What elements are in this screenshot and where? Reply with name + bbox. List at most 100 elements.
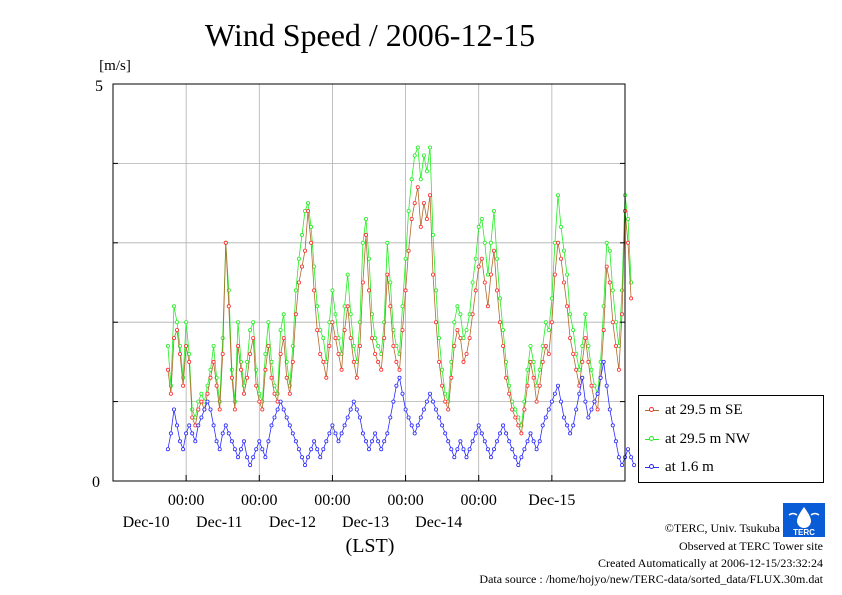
data-point — [376, 439, 381, 444]
data-point — [171, 336, 176, 341]
data-point — [351, 343, 356, 348]
x-tick-date: Dec-11 — [196, 514, 243, 531]
data-point — [430, 399, 435, 404]
x-tick-time: 00:00 — [387, 492, 423, 509]
data-point — [229, 375, 234, 380]
data-point — [251, 320, 256, 325]
data-point — [241, 439, 246, 444]
data-point — [583, 312, 588, 317]
data-point — [339, 367, 344, 372]
data-point — [205, 391, 210, 396]
data-point — [577, 391, 582, 396]
data-point — [440, 367, 445, 372]
data-point — [427, 145, 432, 150]
data-point — [412, 153, 417, 158]
data-point — [205, 399, 210, 404]
data-point — [360, 280, 365, 285]
legend-swatch-nw — [645, 434, 659, 444]
data-point — [421, 407, 426, 412]
data-point — [452, 343, 457, 348]
data-point — [415, 185, 420, 190]
data-point — [467, 336, 472, 341]
data-point — [248, 463, 253, 468]
data-point — [312, 288, 317, 293]
data-point — [211, 343, 216, 348]
data-point — [455, 447, 460, 452]
data-point — [190, 415, 195, 420]
data-point — [565, 304, 570, 309]
data-point — [613, 439, 618, 444]
data-point — [354, 375, 359, 380]
data-point — [281, 312, 286, 317]
data-point — [208, 375, 213, 380]
data-point — [562, 280, 567, 285]
data-point — [598, 375, 603, 380]
data-point — [412, 431, 417, 436]
grid-lines — [113, 84, 625, 481]
data-point — [497, 431, 502, 436]
data-point — [214, 383, 219, 388]
data-point — [464, 351, 469, 356]
data-point — [516, 463, 521, 468]
data-point — [379, 367, 384, 372]
data-point — [312, 439, 317, 444]
data-point — [366, 447, 371, 452]
data-point — [446, 439, 451, 444]
data-point — [491, 208, 496, 213]
data-point — [574, 367, 579, 372]
x-tick-date: Dec-14 — [415, 514, 462, 531]
data-point — [174, 320, 179, 325]
data-point — [269, 375, 274, 380]
data-point — [568, 336, 573, 341]
data-point — [510, 407, 515, 412]
data-point — [546, 407, 551, 412]
data-point — [293, 439, 298, 444]
data-point — [165, 367, 170, 372]
data-point — [501, 423, 506, 428]
data-point — [525, 383, 530, 388]
data-point — [382, 336, 387, 341]
data-point — [479, 256, 484, 261]
x-tick-time: Dec-15 — [528, 492, 575, 509]
data-point — [458, 439, 463, 444]
data-point — [528, 359, 533, 364]
data-point — [464, 328, 469, 333]
legend-swatch-se — [645, 405, 659, 415]
data-point — [403, 256, 408, 261]
data-point — [430, 272, 435, 277]
data-point — [568, 431, 573, 436]
data-point — [238, 367, 243, 372]
data-point — [330, 320, 335, 325]
data-point — [607, 248, 612, 253]
data-point — [199, 399, 204, 404]
data-point — [391, 399, 396, 404]
data-point — [586, 343, 591, 348]
data-point — [455, 304, 460, 309]
data-point — [595, 391, 600, 396]
data-point — [226, 431, 231, 436]
data-point — [336, 351, 341, 356]
data-point — [348, 312, 353, 317]
data-point — [351, 399, 356, 404]
data-point — [330, 288, 335, 293]
data-point — [403, 288, 408, 293]
legend-label: at 29.5 m SE — [665, 401, 743, 418]
data-point — [275, 407, 280, 412]
data-point — [433, 407, 438, 412]
data-point — [589, 407, 594, 412]
data-point — [571, 423, 576, 428]
data-point — [363, 216, 368, 221]
data-point — [391, 343, 396, 348]
data-point — [412, 201, 417, 206]
data-point — [281, 407, 286, 412]
data-point — [232, 407, 237, 412]
data-point — [522, 447, 527, 452]
data-point — [196, 423, 201, 428]
data-point — [278, 328, 283, 333]
data-point — [254, 447, 259, 452]
data-point — [406, 415, 411, 420]
data-point — [238, 447, 243, 452]
data-point — [437, 415, 442, 420]
data-point — [315, 304, 320, 309]
data-point — [309, 447, 314, 452]
